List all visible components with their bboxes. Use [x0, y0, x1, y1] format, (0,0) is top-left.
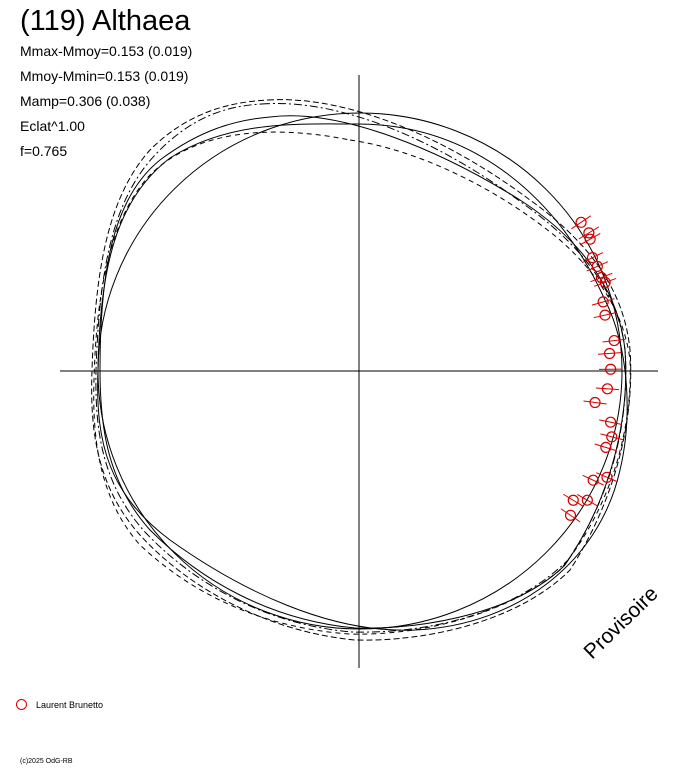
point-marker	[587, 474, 599, 486]
error-bar	[583, 400, 607, 405]
data-point	[583, 396, 607, 409]
error-bar	[597, 352, 622, 355]
stat-mmax-mmoy: Mmax-Mmoy=0.153 (0.019)	[20, 43, 193, 59]
data-point	[582, 474, 604, 486]
model-curve-dashed-inner	[93, 131, 631, 635]
error-bar	[576, 494, 598, 507]
error-bar	[578, 226, 600, 240]
data-point	[581, 252, 604, 264]
point-marker	[575, 216, 587, 228]
error-bar	[590, 272, 613, 283]
data-point	[571, 215, 592, 230]
error-bar	[591, 298, 615, 306]
point-marker	[601, 383, 614, 395]
point-marker	[599, 276, 611, 288]
point-marker	[605, 363, 617, 375]
copyright: (c)2025 OdG-RB	[20, 758, 73, 765]
error-bar	[579, 232, 601, 246]
data-point	[598, 363, 623, 375]
error-bar	[571, 215, 592, 230]
stat-eclat: Eclat^1.00	[20, 118, 85, 134]
stat-mmoy-mmin: Mmoy-Mmin=0.153 (0.019)	[20, 68, 189, 84]
point-marker	[586, 252, 599, 264]
data-point	[597, 347, 622, 360]
data-point	[595, 383, 620, 395]
data-point	[599, 416, 623, 428]
provisional-watermark: Provisoire	[579, 582, 662, 663]
point-marker	[597, 296, 609, 308]
point-marker	[567, 494, 579, 506]
error-bar	[594, 443, 618, 452]
point-marker	[591, 260, 603, 272]
data-point	[591, 296, 615, 308]
point-marker	[601, 471, 613, 483]
data-point	[596, 471, 618, 483]
data-point	[602, 334, 626, 347]
model-curve-dashed	[91, 99, 632, 641]
point-marker	[599, 309, 611, 321]
error-bar	[593, 312, 617, 319]
error-bar	[560, 508, 581, 523]
model-curve-dashdot	[95, 102, 627, 633]
point-marker	[581, 494, 593, 506]
error-bar	[582, 474, 604, 486]
data-point	[594, 441, 618, 454]
chart-title: (119) Althaea	[20, 5, 191, 37]
data-point	[579, 232, 601, 246]
data-point	[560, 508, 581, 523]
point-marker	[605, 416, 617, 428]
error-bar	[596, 472, 618, 483]
legend-circle-icon	[16, 699, 27, 710]
data-point	[593, 309, 617, 321]
error-bar	[563, 493, 584, 507]
point-marker	[583, 227, 595, 239]
data-point	[563, 493, 584, 507]
data-points	[560, 215, 626, 523]
point-marker	[589, 396, 601, 409]
point-marker	[606, 431, 618, 443]
data-point	[586, 260, 609, 272]
data-point	[594, 276, 617, 288]
error-bar	[594, 277, 617, 287]
point-marker	[584, 233, 596, 245]
error-bar	[600, 433, 624, 441]
stat-frequency: f=0.765	[20, 143, 68, 159]
error-bar	[599, 419, 623, 426]
error-bar	[581, 252, 604, 264]
point-marker	[608, 334, 620, 347]
data-point	[600, 431, 624, 443]
model-curves	[91, 99, 632, 641]
stat-mamp: Mamp=0.306 (0.038)	[20, 93, 151, 109]
legend-label: Laurent Brunetto	[36, 700, 104, 710]
error-bar	[595, 387, 620, 391]
point-marker	[564, 509, 577, 521]
point-marker	[600, 441, 612, 454]
data-point	[576, 494, 598, 507]
model-curve-solid	[97, 123, 628, 631]
error-bar	[602, 338, 626, 343]
error-bar	[586, 261, 609, 272]
model-curve-solid-2	[99, 115, 627, 629]
data-point	[578, 226, 600, 240]
point-marker	[603, 347, 616, 360]
